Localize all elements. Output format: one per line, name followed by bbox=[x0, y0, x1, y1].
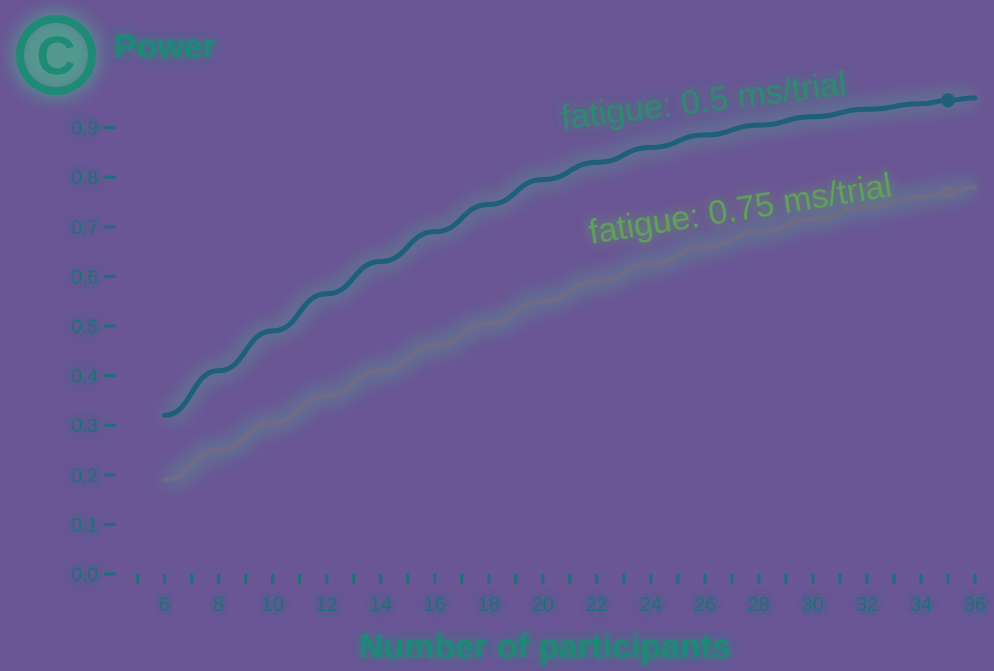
series-layer bbox=[162, 90, 978, 487]
x-tick-label: 22 bbox=[586, 594, 608, 616]
x-tick-label: 30 bbox=[802, 594, 824, 616]
panel-badge: C bbox=[14, 13, 98, 97]
x-tick-label: 26 bbox=[694, 594, 716, 616]
x-axis-label: Number of participants bbox=[359, 628, 731, 666]
x-tick-label: 20 bbox=[532, 594, 554, 616]
series-line-0 bbox=[162, 95, 978, 418]
axes: 0.0 0.1 0.2 0.3 0.4 0.5 0.6 0.7 0.8 0.9 6 8 10 12 14 16… bbox=[72, 75, 986, 616]
y-tick-label: 0.6 bbox=[72, 267, 98, 288]
x-tick-label: 8 bbox=[213, 594, 224, 616]
x-tick-label: 16 bbox=[424, 594, 446, 616]
y-tick-label: 0.2 bbox=[72, 466, 98, 487]
y-tick-label: 0.4 bbox=[72, 367, 99, 388]
y-tick-label: 0.3 bbox=[72, 416, 98, 437]
x-tick-label: 36 bbox=[964, 594, 986, 616]
series-marker-0 bbox=[940, 93, 955, 108]
x-tick-label: 6 bbox=[159, 594, 170, 616]
y-tick-label: 0.9 bbox=[72, 119, 98, 140]
x-tick-label: 24 bbox=[640, 594, 662, 616]
y-tick-label: 0.8 bbox=[72, 168, 98, 189]
x-tick-label: 10 bbox=[262, 594, 284, 616]
y-tick-label: 0.5 bbox=[72, 317, 98, 338]
x-tick-label: 32 bbox=[856, 594, 878, 616]
series-marker-1 bbox=[940, 185, 955, 200]
y-tick-label: 0.0 bbox=[72, 565, 98, 586]
y-tick-label: 0.1 bbox=[72, 515, 98, 536]
panel-letter: C bbox=[37, 26, 76, 86]
panel-badge-glow bbox=[14, 13, 98, 97]
x-tick-label: 34 bbox=[910, 594, 932, 616]
panel-badge-circle bbox=[16, 15, 96, 95]
x-tick-label: 18 bbox=[478, 594, 500, 616]
x-tick-label: 14 bbox=[370, 594, 392, 616]
x-tick-label: 12 bbox=[316, 594, 338, 616]
chart-title: Power bbox=[114, 28, 216, 66]
y-tick-label: 0.7 bbox=[72, 218, 98, 239]
series-line-1 bbox=[162, 184, 978, 483]
x-tick-label: 28 bbox=[748, 594, 770, 616]
